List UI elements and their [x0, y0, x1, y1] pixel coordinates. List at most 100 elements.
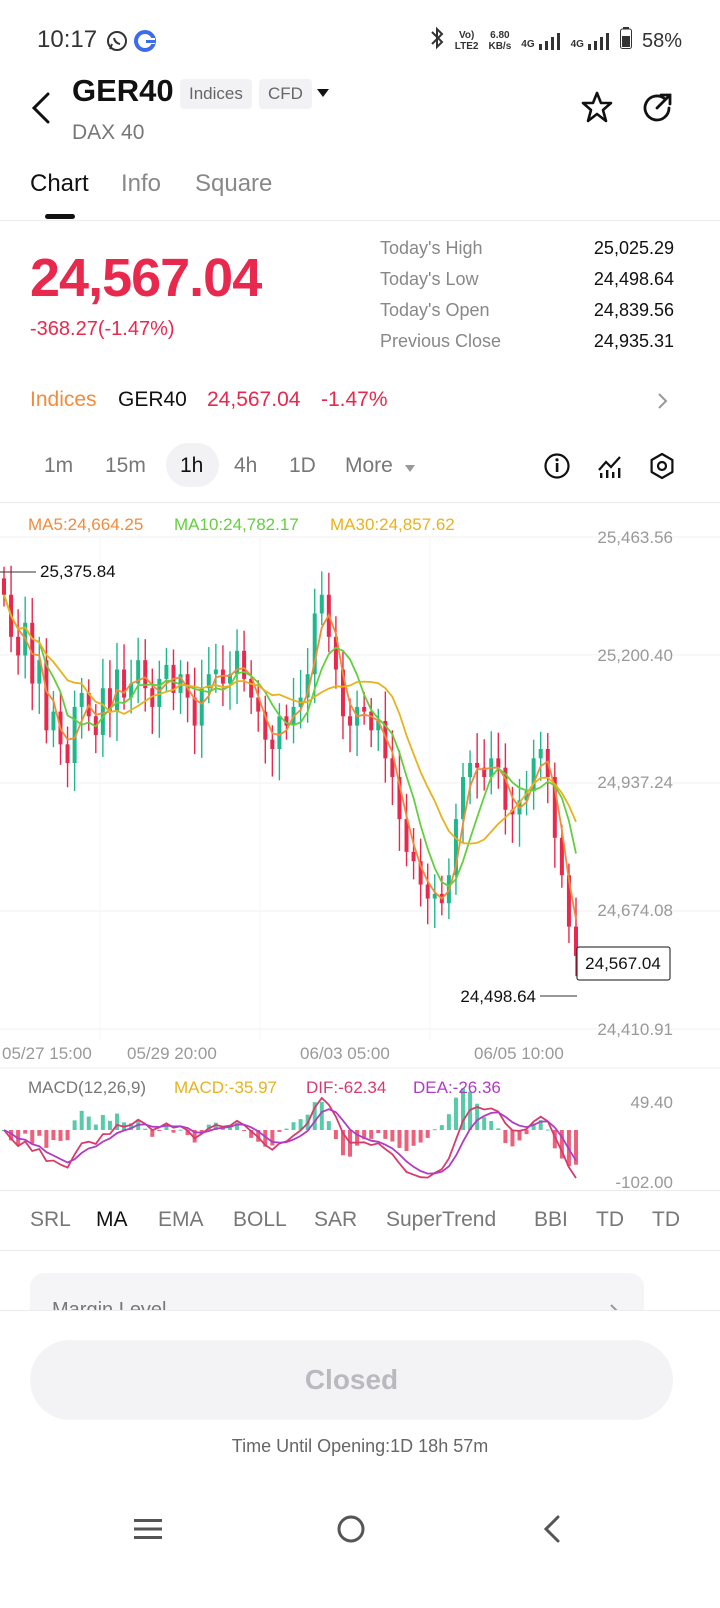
home-icon[interactable] [336, 1514, 366, 1549]
macd-label: MACD(12,26,9) [28, 1078, 146, 1097]
candle-body [552, 777, 557, 838]
candle-body [559, 837, 564, 876]
macd-bar [574, 1130, 578, 1165]
candle-body [503, 767, 508, 810]
y-tick-2: 25,200.40 [597, 646, 673, 665]
candle-body [270, 739, 275, 749]
draw-tools-icon[interactable] [596, 452, 624, 485]
macd-bar [531, 1123, 536, 1130]
bottom-panel-border [0, 1310, 720, 1311]
symbol-dropdown-icon[interactable] [316, 86, 330, 104]
battery-icon [619, 27, 632, 55]
macd-bar [65, 1130, 70, 1141]
candle-body [44, 660, 49, 731]
candle-body [199, 688, 204, 726]
indicator-td-2[interactable]: TD [652, 1208, 680, 1231]
nav-back-icon[interactable] [540, 1514, 564, 1549]
chart-settings-icon[interactable] [648, 452, 676, 485]
candle-body [107, 688, 112, 712]
active-tab-indicator [45, 214, 75, 219]
interval-1m[interactable]: 1m [44, 454, 74, 477]
favorite-star-icon[interactable] [580, 90, 614, 129]
macd-bar [178, 1129, 183, 1131]
more-dropdown-icon [404, 461, 416, 479]
interval-4h[interactable]: 4h [234, 454, 258, 477]
candle-body [263, 711, 268, 740]
macd-bar [461, 1088, 466, 1130]
candle-body [340, 669, 345, 717]
candle-body [206, 674, 211, 689]
min-price-label: 24,498.64 [460, 987, 536, 1006]
indicator-td[interactable]: TD [596, 1208, 624, 1231]
interval-more[interactable]: More [345, 454, 393, 477]
indicator-boll[interactable]: BOLL [233, 1208, 287, 1231]
candle-body [213, 669, 218, 675]
tab-info[interactable]: Info [121, 170, 162, 197]
tab-square[interactable]: Square [195, 170, 273, 197]
macd-bar [503, 1130, 508, 1144]
macd-bar [164, 1125, 169, 1130]
candle-body [496, 758, 501, 768]
info-icon[interactable] [543, 452, 571, 485]
signal-1-icon: 4G [521, 32, 560, 50]
candle-body [376, 720, 381, 731]
macd-bar [263, 1130, 268, 1147]
macd-bar [235, 1122, 240, 1130]
x-tick-2: 05/29 20:00 [127, 1044, 217, 1063]
legend-ma10: MA10:24,782.17 [174, 515, 299, 534]
macd-bar [9, 1130, 14, 1141]
macd-bar [256, 1130, 261, 1142]
menu-icon[interactable] [133, 1515, 163, 1548]
candle-body [79, 692, 84, 707]
macd-bar [326, 1121, 331, 1130]
chevron-right-icon [656, 392, 668, 415]
macd-bar [213, 1122, 218, 1130]
candle-body [277, 716, 282, 749]
macd-bar [312, 1102, 317, 1130]
interval-1h[interactable]: 1h [180, 454, 204, 477]
indicator-supertrend[interactable]: SuperTrend [386, 1208, 497, 1231]
macd-bar [453, 1097, 458, 1130]
status-indicators: Vo) LTE2 6.80 KB/s 4G 4G 58% [429, 26, 682, 56]
candle-body [531, 758, 536, 792]
indicator-srl[interactable]: SRL [30, 1208, 71, 1231]
x-tick-1: 05/27 15:00 [2, 1044, 92, 1063]
macd-bar [44, 1130, 49, 1148]
macd-bar [192, 1130, 197, 1143]
symbol-title: GER40 [72, 73, 174, 108]
macd-bar [559, 1130, 564, 1159]
indicator-divider [0, 1250, 720, 1251]
candle-body [164, 664, 169, 679]
closed-button[interactable]: Closed [30, 1340, 673, 1420]
candle-body [143, 660, 148, 689]
status-time: 10:17 [37, 26, 98, 53]
macd-bar [157, 1130, 162, 1131]
candle-body [192, 697, 197, 726]
candle-body [16, 636, 21, 656]
indicator-bbi[interactable]: BBI [534, 1208, 568, 1231]
candle-body [475, 763, 480, 768]
indicator-sar[interactable]: SAR [314, 1208, 358, 1231]
stat-value-open: 24,839.56 [593, 300, 674, 320]
price-chart[interactable]: MA5:24,664.25 MA10:24,782.17 MA30:24,857… [0, 500, 720, 1200]
share-icon[interactable] [640, 91, 674, 130]
ma10-line [3, 594, 577, 888]
macd-bar [517, 1130, 522, 1141]
macd-bar [439, 1125, 444, 1130]
stat-value-low: 24,498.64 [593, 269, 674, 289]
interval-15m[interactable]: 15m [105, 454, 146, 477]
macd-bar [489, 1121, 494, 1130]
instrument-chip: CFD [259, 79, 312, 109]
candle-body [227, 674, 232, 684]
macd-bar [538, 1120, 543, 1130]
tab-chart[interactable]: Chart [30, 170, 89, 197]
indicator-ema[interactable]: EMA [158, 1208, 204, 1231]
candle-body [468, 763, 473, 778]
stat-value-high: 25,025.29 [593, 238, 674, 258]
candle-body [150, 688, 155, 707]
symbol-subtitle: DAX 40 [72, 121, 145, 144]
back-button[interactable] [28, 88, 58, 128]
indicator-ma[interactable]: MA [96, 1208, 128, 1231]
interval-1d[interactable]: 1D [289, 454, 316, 477]
macd-bar [383, 1130, 388, 1139]
